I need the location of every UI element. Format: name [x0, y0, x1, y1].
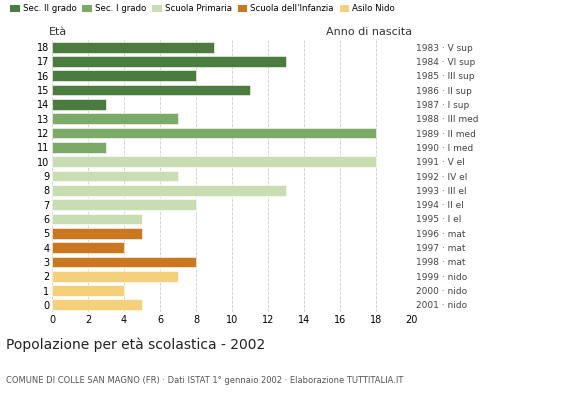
Bar	[52, 113, 178, 124]
Bar	[52, 142, 106, 153]
Bar	[52, 70, 196, 81]
Legend: Sec. II grado, Sec. I grado, Scuola Primaria, Scuola dell'Infanzia, Asilo Nido: Sec. II grado, Sec. I grado, Scuola Prim…	[10, 4, 395, 13]
Text: Popolazione per età scolastica - 2002: Popolazione per età scolastica - 2002	[6, 338, 265, 352]
Bar	[52, 171, 178, 181]
Text: Anno di nascita: Anno di nascita	[326, 27, 412, 37]
Bar	[52, 99, 106, 110]
Bar	[52, 300, 142, 310]
Bar	[52, 42, 214, 52]
Bar	[52, 228, 142, 239]
Bar	[52, 256, 196, 267]
Bar	[52, 128, 376, 138]
Text: Età: Età	[49, 27, 67, 37]
Bar	[52, 185, 286, 196]
Bar	[52, 56, 286, 67]
Bar	[52, 271, 178, 282]
Bar	[52, 85, 250, 96]
Bar	[52, 285, 124, 296]
Bar	[52, 199, 196, 210]
Bar	[52, 242, 124, 253]
Bar	[52, 214, 142, 224]
Bar	[52, 156, 376, 167]
Text: COMUNE DI COLLE SAN MAGNO (FR) · Dati ISTAT 1° gennaio 2002 · Elaborazione TUTTI: COMUNE DI COLLE SAN MAGNO (FR) · Dati IS…	[6, 376, 403, 385]
